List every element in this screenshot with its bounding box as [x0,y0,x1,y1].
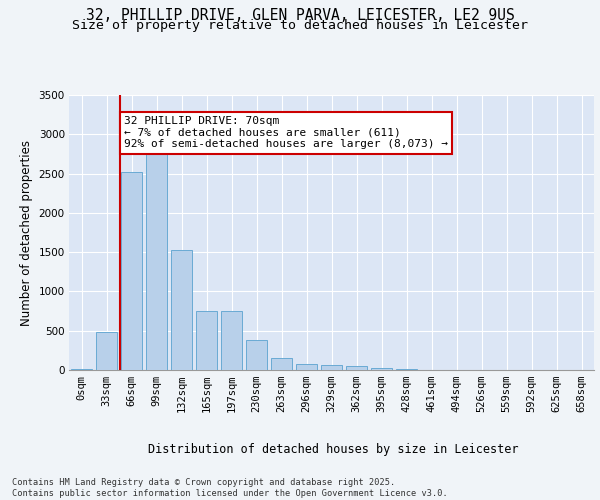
Text: 32 PHILLIP DRIVE: 70sqm
← 7% of detached houses are smaller (611)
92% of semi-de: 32 PHILLIP DRIVE: 70sqm ← 7% of detached… [124,116,448,150]
Bar [246,340,267,370]
Bar [71,369,92,370]
Bar [121,172,142,370]
Bar [146,147,167,370]
Bar [96,332,117,370]
Text: Size of property relative to detached houses in Leicester: Size of property relative to detached ho… [72,19,528,32]
Bar [296,364,317,370]
Bar [346,366,367,370]
Bar [171,250,192,370]
Text: Distribution of detached houses by size in Leicester: Distribution of detached houses by size … [148,442,518,456]
Bar [321,366,342,370]
Text: Contains HM Land Registry data © Crown copyright and database right 2025.
Contai: Contains HM Land Registry data © Crown c… [12,478,448,498]
Bar [371,368,392,370]
Bar [221,311,242,370]
Bar [396,369,417,370]
Bar [196,311,217,370]
Y-axis label: Number of detached properties: Number of detached properties [20,140,33,326]
Bar [271,358,292,370]
Text: 32, PHILLIP DRIVE, GLEN PARVA, LEICESTER, LE2 9US: 32, PHILLIP DRIVE, GLEN PARVA, LEICESTER… [86,8,514,22]
